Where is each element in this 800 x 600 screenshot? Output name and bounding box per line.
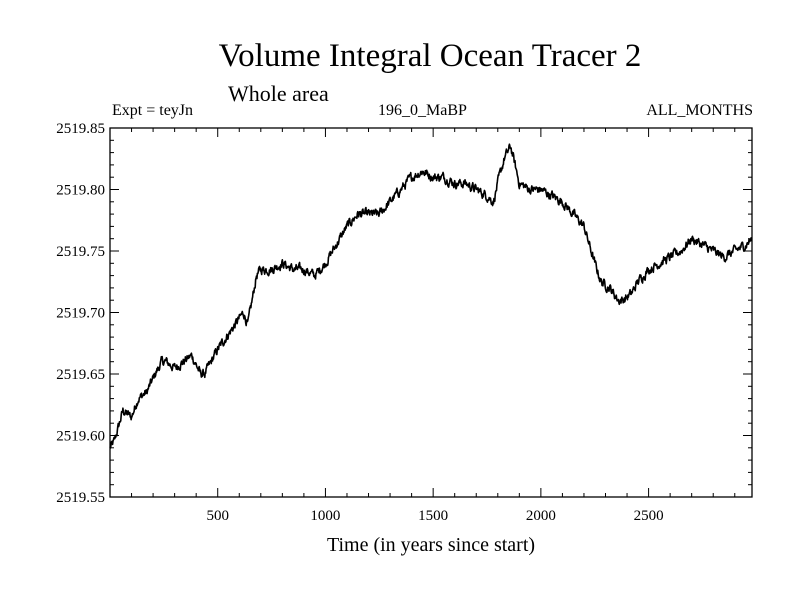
y-tick-label: 2519.70 bbox=[56, 306, 105, 322]
months-label: ALL_MONTHS bbox=[646, 102, 753, 119]
y-tick-label: 2519.65 bbox=[56, 367, 105, 383]
y-tick-label: 2519.55 bbox=[56, 490, 105, 506]
chart-subtitle: Whole area bbox=[228, 81, 329, 106]
x-tick-label: 500 bbox=[206, 508, 229, 524]
x-tick-label: 2500 bbox=[634, 508, 664, 524]
x-tick-label: 1500 bbox=[418, 508, 448, 524]
y-tick-label: 2519.85 bbox=[56, 121, 105, 137]
axis-ticks bbox=[110, 127, 752, 498]
x-tick-labels: 500 1000 1500 2000 2500 bbox=[206, 508, 663, 524]
chart-title: Volume Integral Ocean Tracer 2 bbox=[218, 38, 642, 74]
y-tick-label: 2519.75 bbox=[56, 244, 105, 260]
run-label: 196_0_MaBP bbox=[378, 102, 467, 119]
y-tick-labels: 2519.55 2519.60 2519.65 2519.70 2519.75 2519.… bbox=[56, 121, 105, 506]
x-axis-label: Time (in years since start) bbox=[327, 534, 535, 556]
experiment-label: Expt = teyJn bbox=[112, 102, 194, 119]
x-tick-label: 1000 bbox=[310, 508, 340, 524]
x-tick-label: 2000 bbox=[526, 508, 556, 524]
y-tick-label: 2519.80 bbox=[56, 183, 105, 199]
y-tick-label: 2519.60 bbox=[56, 429, 105, 445]
series-line bbox=[109, 143, 753, 449]
plot-frame bbox=[109, 127, 753, 498]
